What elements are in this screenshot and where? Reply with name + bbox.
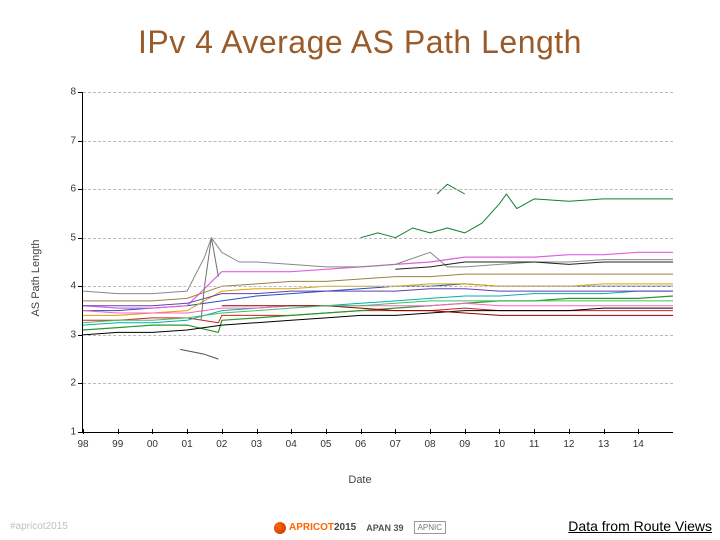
apricot-text: APRICOT2015 — [289, 522, 356, 533]
series-lines — [83, 92, 673, 432]
x-tick — [361, 429, 362, 434]
slide: IPv 4 Average AS Path Length AS Path Len… — [0, 0, 720, 540]
series-line — [180, 349, 218, 359]
x-tick — [257, 429, 258, 434]
y-tick — [78, 335, 83, 336]
gridline — [83, 286, 673, 287]
x-tick-label: 11 — [529, 439, 539, 450]
x-tick — [152, 429, 153, 434]
y-tick — [78, 286, 83, 287]
y-tick-label: 1 — [46, 427, 76, 438]
x-tick — [326, 429, 327, 434]
apan-logo: APAN 39 — [366, 523, 403, 533]
x-tick-label: 00 — [147, 439, 158, 450]
gridline — [83, 238, 673, 239]
chart: AS Path Length 9899000102030405060708091… — [40, 88, 680, 468]
x-tick-label: 98 — [77, 439, 88, 450]
gridline — [83, 141, 673, 142]
x-tick-label: 08 — [424, 439, 435, 450]
x-tick — [395, 429, 396, 434]
y-tick — [78, 141, 83, 142]
x-tick-label: 09 — [459, 439, 470, 450]
series-line — [83, 291, 673, 325]
x-tick — [291, 429, 292, 434]
y-tick — [78, 189, 83, 190]
x-tick-label: 06 — [355, 439, 366, 450]
y-tick — [78, 238, 83, 239]
x-tick — [569, 429, 570, 434]
y-tick-label: 5 — [46, 232, 76, 243]
series-line — [83, 296, 673, 332]
x-axis-label: Date — [348, 474, 371, 486]
y-tick-label: 2 — [46, 378, 76, 389]
apnic-logo: APNIC — [414, 521, 446, 534]
plot-area: 9899000102030405060708091011121314 — [82, 92, 673, 433]
gridline — [83, 335, 673, 336]
x-tick-label: 99 — [112, 439, 123, 450]
series-line — [361, 194, 673, 238]
apricot-logo: APRICOT2015 — [274, 522, 356, 534]
series-line — [83, 289, 673, 306]
x-tick — [222, 429, 223, 434]
x-tick — [83, 429, 84, 434]
y-tick-label: 7 — [46, 135, 76, 146]
y-axis-label: AS Path Length — [30, 239, 42, 316]
x-tick-label: 14 — [633, 439, 644, 450]
series-line — [201, 238, 218, 321]
flower-icon — [274, 522, 286, 534]
x-tick-label: 05 — [320, 439, 331, 450]
y-tick-label: 6 — [46, 184, 76, 195]
footer-hashtag: #apricot2015 — [10, 521, 68, 532]
data-attribution: Data from Route Views — [568, 518, 712, 534]
x-tick-label: 12 — [563, 439, 574, 450]
gridline — [83, 383, 673, 384]
y-tick-label: 3 — [46, 329, 76, 340]
x-tick — [118, 429, 119, 434]
x-tick-label: 13 — [598, 439, 609, 450]
x-tick-label: 10 — [494, 439, 505, 450]
y-tick — [78, 383, 83, 384]
gridline — [83, 189, 673, 190]
x-tick — [430, 429, 431, 434]
x-tick — [187, 429, 188, 434]
y-tick — [78, 92, 83, 93]
gridline — [83, 92, 673, 93]
y-tick-label: 4 — [46, 281, 76, 292]
x-tick-label: 03 — [251, 439, 262, 450]
y-tick-label: 8 — [46, 87, 76, 98]
x-tick — [604, 429, 605, 434]
footer-logos: APRICOT2015 APAN 39 APNIC — [274, 521, 446, 534]
x-tick — [465, 429, 466, 434]
x-tick-label: 02 — [216, 439, 227, 450]
x-tick-label: 01 — [182, 439, 193, 450]
slide-title: IPv 4 Average AS Path Length — [0, 24, 720, 61]
x-tick-label: 04 — [286, 439, 297, 450]
x-tick — [499, 429, 500, 434]
x-tick — [638, 429, 639, 434]
x-tick — [534, 429, 535, 434]
x-tick-label: 07 — [390, 439, 401, 450]
series-line — [395, 262, 673, 269]
